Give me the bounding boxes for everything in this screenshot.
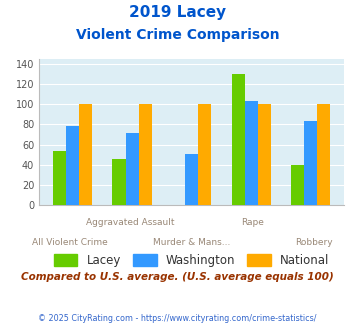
- Text: Aggravated Assault: Aggravated Assault: [86, 218, 175, 227]
- Bar: [304, 121, 317, 205]
- Bar: [79, 105, 92, 205]
- Bar: [291, 165, 304, 205]
- Bar: [139, 105, 152, 205]
- Text: 2019 Lacey: 2019 Lacey: [129, 5, 226, 20]
- Bar: [231, 75, 245, 205]
- Bar: [198, 105, 211, 205]
- Text: All Violent Crime: All Violent Crime: [32, 238, 108, 247]
- Bar: [185, 153, 198, 205]
- Text: Violent Crime Comparison: Violent Crime Comparison: [76, 28, 279, 42]
- Bar: [113, 158, 126, 205]
- Text: Compared to U.S. average. (U.S. average equals 100): Compared to U.S. average. (U.S. average …: [21, 272, 334, 282]
- Bar: [66, 126, 79, 205]
- Bar: [258, 105, 271, 205]
- Text: © 2025 CityRating.com - https://www.cityrating.com/crime-statistics/: © 2025 CityRating.com - https://www.city…: [38, 314, 317, 323]
- Text: Robbery: Robbery: [295, 238, 333, 247]
- Bar: [126, 133, 139, 205]
- Text: Murder & Mans...: Murder & Mans...: [153, 238, 230, 247]
- Bar: [53, 150, 66, 205]
- Legend: Lacey, Washington, National: Lacey, Washington, National: [54, 254, 330, 267]
- Text: Rape: Rape: [241, 218, 264, 227]
- Bar: [245, 101, 258, 205]
- Bar: [317, 105, 331, 205]
